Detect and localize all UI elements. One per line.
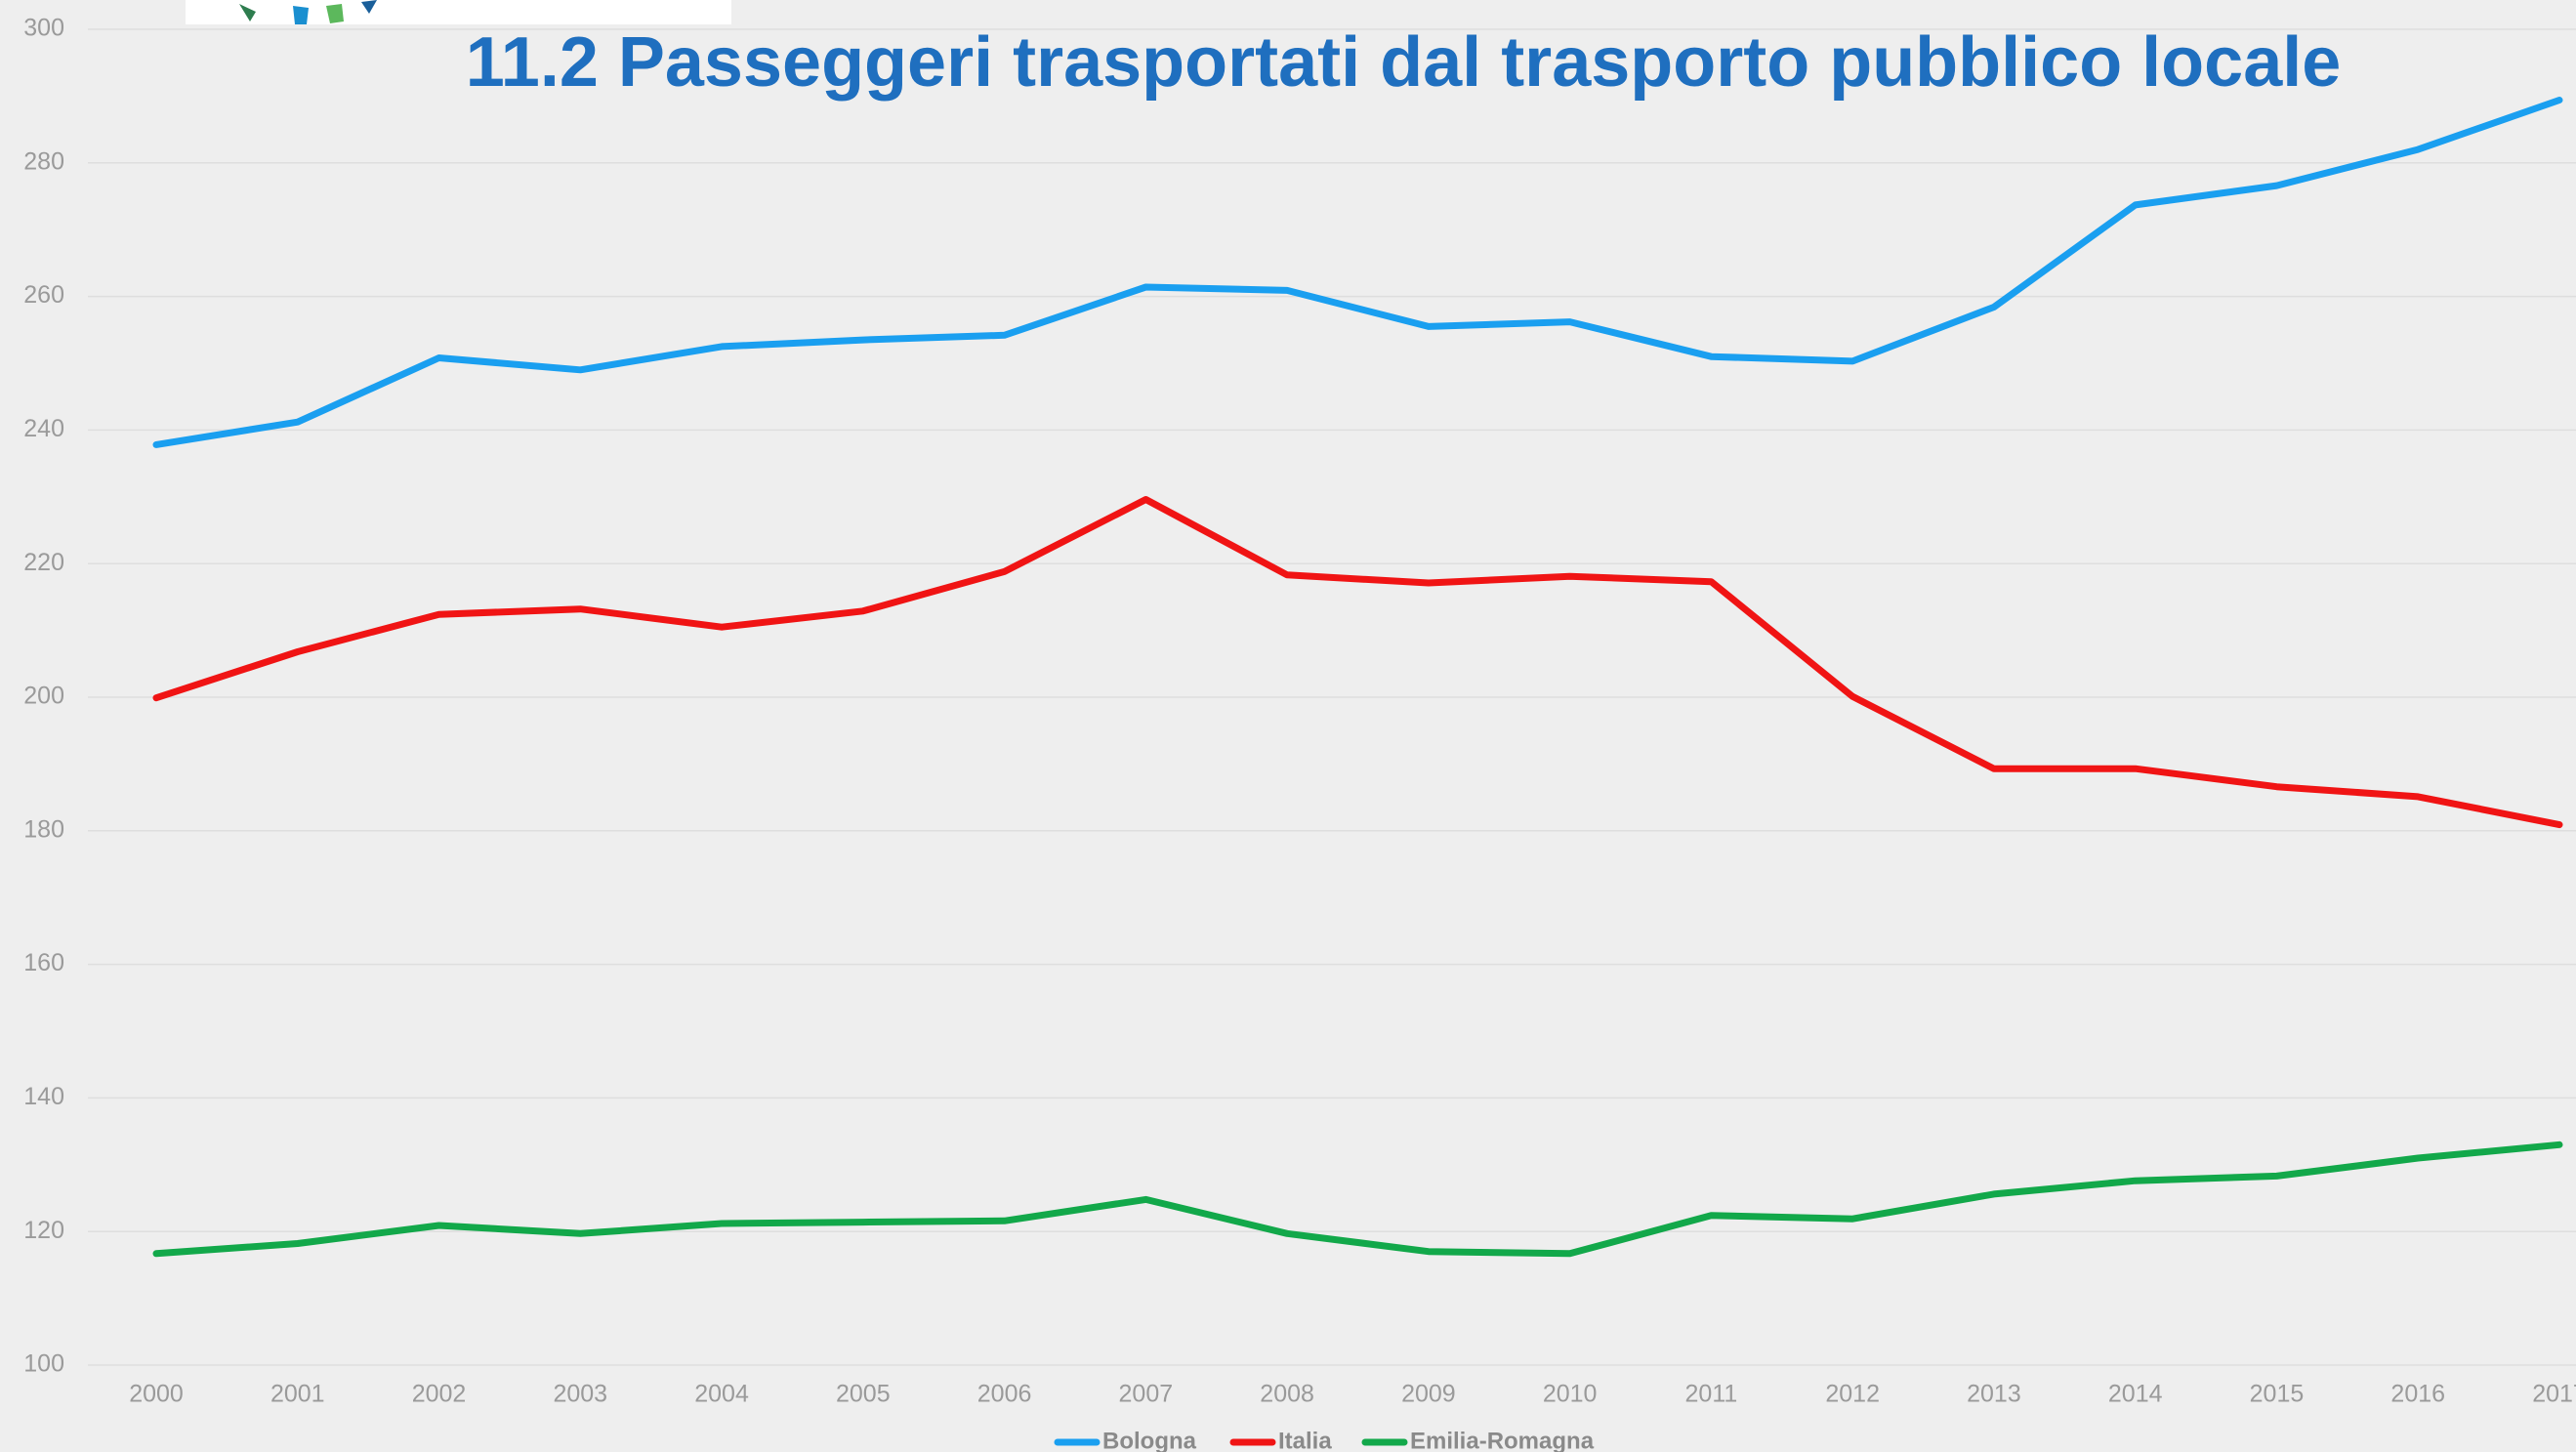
x-tick-label: 2000 — [129, 1381, 184, 1408]
legend-label: Emilia-Romagna — [1410, 1428, 1595, 1452]
grid — [88, 28, 2576, 1366]
x-tick-label: 2017 — [2532, 1381, 2576, 1408]
x-tick-label: 2007 — [1119, 1381, 1174, 1408]
y-tick-label: 300 — [23, 15, 64, 42]
y-tick-label: 120 — [23, 1217, 64, 1244]
x-tick-label: 2009 — [1401, 1381, 1456, 1408]
x-tick-label: 2013 — [1967, 1381, 2021, 1408]
x-tick-label: 2002 — [412, 1381, 467, 1408]
x-tick-label: 2012 — [1825, 1381, 1880, 1408]
y-tick-label: 200 — [23, 683, 64, 710]
y-tick-label: 280 — [23, 147, 64, 175]
x-tick-label: 2016 — [2390, 1381, 2445, 1408]
series-line — [152, 97, 2563, 448]
y-tick-label: 240 — [23, 415, 64, 442]
legend-label: Bologna — [1102, 1428, 1197, 1452]
y-tick-label: 160 — [23, 949, 64, 976]
y-tick-label: 220 — [23, 549, 64, 576]
x-tick-label: 2003 — [553, 1381, 607, 1408]
y-tick-label: 180 — [23, 815, 64, 843]
series-line — [152, 496, 2563, 829]
series-line — [152, 1141, 2563, 1258]
x-tick-label: 2010 — [1543, 1381, 1598, 1408]
logo — [186, 0, 731, 24]
x-tick-label: 2015 — [2250, 1381, 2305, 1408]
x-tick-label: 2001 — [270, 1381, 325, 1408]
y-tick-label: 140 — [23, 1083, 64, 1110]
x-tick-label: 2011 — [1685, 1381, 1738, 1408]
y-tick-label: 100 — [23, 1350, 64, 1378]
x-tick-label: 2005 — [836, 1381, 891, 1408]
x-tick-label: 2004 — [694, 1381, 749, 1408]
x-tick-label: 2008 — [1260, 1381, 1314, 1408]
x-tick-label: 2014 — [2108, 1381, 2163, 1408]
legend-label: Italia — [1278, 1428, 1332, 1452]
y-tick-label: 260 — [23, 281, 64, 309]
chart-title: 11.2 Passeggeri trasportati dal trasport… — [466, 23, 2342, 102]
x-tick-label: 2006 — [977, 1381, 1032, 1408]
